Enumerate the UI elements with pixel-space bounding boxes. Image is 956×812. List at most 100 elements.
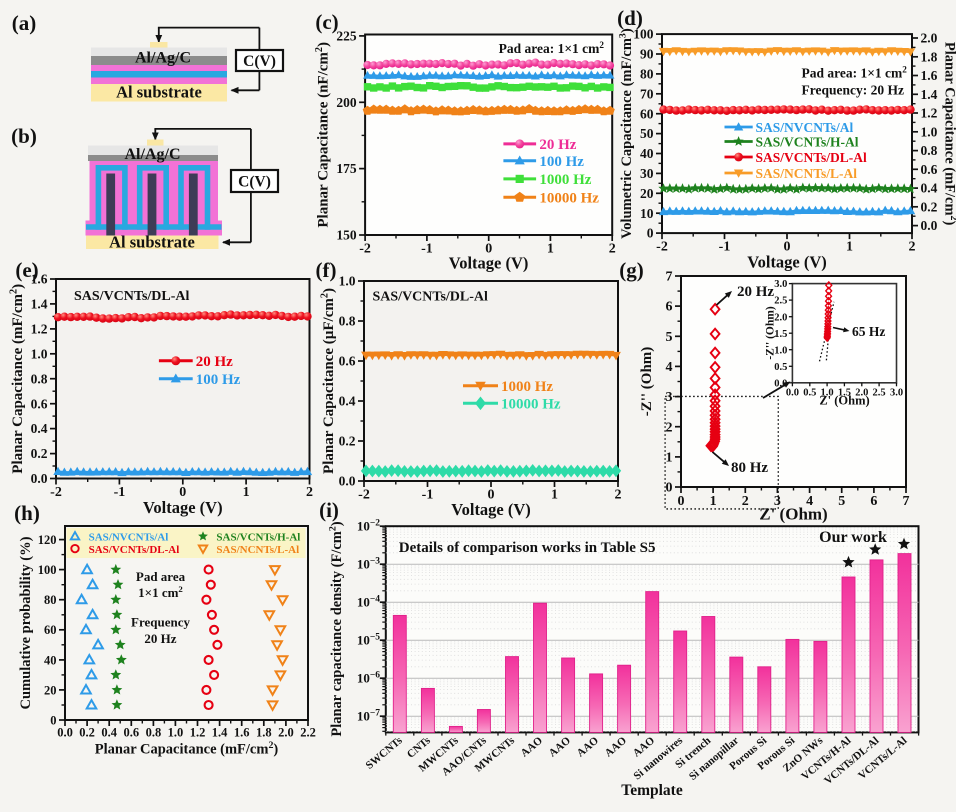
svg-text:2.5: 2.5: [873, 387, 886, 398]
svg-text:1.0: 1.0: [339, 274, 356, 289]
svg-text:0.8: 0.8: [921, 143, 938, 158]
svg-text:60: 60: [640, 106, 654, 121]
svg-text:(c): (c): [315, 10, 338, 34]
svg-text:3.0: 3.0: [774, 279, 787, 290]
svg-text:0: 0: [50, 713, 56, 727]
svg-text:2: 2: [306, 485, 313, 500]
svg-text:1: 1: [547, 242, 554, 257]
svg-text:Pad area: 1×1 cm2: Pad area: 1×1 cm2: [802, 64, 908, 80]
svg-text:SAS/NVCNTs/Al: SAS/NVCNTs/Al: [89, 532, 169, 544]
svg-text:0.6: 0.6: [123, 726, 139, 740]
svg-text:-2: -2: [656, 240, 668, 255]
svg-text:2: 2: [666, 420, 673, 435]
svg-text:Planar Capacitance (µF/cm2): Planar Capacitance (µF/cm2): [319, 288, 337, 474]
svg-text:0.0: 0.0: [774, 378, 787, 389]
svg-text:Al substrate: Al substrate: [109, 233, 195, 252]
svg-text:0.5: 0.5: [774, 362, 787, 373]
svg-text:2.0: 2.0: [278, 726, 294, 740]
svg-text:1: 1: [710, 494, 717, 509]
svg-text:Al/Ag/C: Al/Ag/C: [135, 50, 191, 67]
svg-text:80 Hz: 80 Hz: [731, 460, 768, 476]
svg-text:2: 2: [909, 240, 916, 255]
svg-text:1.6: 1.6: [921, 68, 938, 83]
svg-text:100: 100: [633, 27, 654, 42]
svg-text:0.6: 0.6: [339, 354, 356, 369]
svg-text:70: 70: [640, 86, 654, 101]
svg-text:1.0: 1.0: [921, 124, 938, 139]
svg-text:1.8: 1.8: [921, 49, 938, 64]
svg-text:-2: -2: [50, 485, 62, 500]
svg-text:7: 7: [666, 270, 673, 285]
svg-text:Z' (Ohm): Z' (Ohm): [819, 394, 869, 408]
svg-text:Planar Capacitance (mF/cm2): Planar Capacitance (mF/cm2): [8, 284, 26, 474]
svg-text:175: 175: [336, 161, 357, 176]
svg-text:0.4: 0.4: [101, 726, 117, 740]
svg-text:Frequency: 20 Hz: Frequency: 20 Hz: [802, 83, 904, 98]
svg-text:1.4: 1.4: [921, 87, 938, 102]
svg-text:Voltage (V): Voltage (V): [747, 253, 827, 272]
svg-text:5: 5: [666, 330, 673, 345]
svg-text:SAS/VCNTs/H-Al: SAS/VCNTs/H-Al: [216, 532, 300, 544]
svg-text:Frequency: Frequency: [131, 615, 190, 630]
svg-text:150: 150: [336, 228, 357, 243]
svg-text:65 Hz: 65 Hz: [852, 324, 885, 339]
svg-text:90: 90: [640, 47, 654, 62]
svg-text:SAS/VCNTs/H-Al: SAS/VCNTs/H-Al: [756, 134, 859, 149]
svg-text:0.4: 0.4: [921, 181, 938, 196]
svg-text:1.0: 1.0: [31, 346, 48, 361]
svg-text:Pad area: Pad area: [136, 569, 186, 584]
svg-text:-2: -2: [358, 488, 370, 503]
svg-text:120: 120: [38, 533, 57, 547]
svg-text:Details of comparison works in: Details of comparison works in Table S5: [399, 540, 656, 556]
svg-text:-1: -1: [421, 242, 433, 257]
svg-text:Template: Template: [621, 782, 683, 799]
svg-text:1.2: 1.2: [921, 106, 938, 121]
svg-text:2.0: 2.0: [921, 31, 938, 46]
svg-text:C(V): C(V): [238, 174, 271, 191]
svg-text:-Z'' (Ohm): -Z'' (Ohm): [639, 347, 655, 417]
svg-text:-1: -1: [114, 485, 126, 500]
svg-text:0.8: 0.8: [339, 314, 356, 329]
svg-text:Pad area: 1×1 cm2: Pad area: 1×1 cm2: [499, 40, 605, 56]
svg-text:10000 Hz: 10000 Hz: [539, 191, 599, 207]
svg-text:7: 7: [903, 494, 910, 509]
svg-text:(g): (g): [619, 258, 644, 282]
svg-text:100 Hz: 100 Hz: [539, 154, 584, 170]
svg-text:0.8: 0.8: [146, 726, 162, 740]
svg-text:225: 225: [336, 29, 357, 44]
svg-text:60: 60: [44, 623, 57, 637]
svg-text:20: 20: [44, 683, 57, 697]
svg-text:0: 0: [678, 494, 685, 509]
svg-text:1: 1: [666, 451, 673, 466]
svg-text:1: 1: [846, 240, 853, 255]
svg-text:50: 50: [640, 126, 654, 141]
svg-text:0.4: 0.4: [339, 394, 356, 409]
svg-text:1.2: 1.2: [190, 726, 206, 740]
svg-text:Voltage (V): Voltage (V): [449, 254, 529, 273]
svg-text:-2: -2: [359, 242, 371, 257]
svg-text:0.5: 0.5: [803, 387, 816, 398]
svg-text:-1: -1: [422, 488, 434, 503]
svg-text:1: 1: [243, 485, 250, 500]
svg-text:10: 10: [640, 206, 654, 221]
svg-text:-Z'' (Ohm): -Z'' (Ohm): [765, 306, 777, 360]
svg-text:10000 Hz: 10000 Hz: [501, 397, 561, 413]
svg-text:100: 100: [38, 563, 57, 577]
svg-text:20 Hz: 20 Hz: [196, 354, 233, 370]
svg-text:0.6: 0.6: [31, 396, 48, 411]
svg-text:Volumetric Capacitance (mF/cm3: Volumetric Capacitance (mF/cm3): [618, 28, 636, 239]
svg-text:1.2: 1.2: [31, 322, 48, 337]
svg-text:0.4: 0.4: [31, 421, 48, 436]
svg-text:Voltage (V): Voltage (V): [143, 498, 223, 517]
svg-text:Voltage (V): Voltage (V): [451, 500, 531, 519]
svg-text:0.0: 0.0: [339, 474, 356, 489]
svg-text:1000 Hz: 1000 Hz: [539, 172, 591, 188]
svg-text:Z' (Ohm): Z' (Ohm): [759, 505, 827, 524]
svg-text:Planar capacitance density (F/: Planar capacitance density (F/cm2): [328, 521, 346, 736]
svg-text:100 Hz: 100 Hz: [196, 372, 241, 388]
svg-text:6: 6: [666, 300, 673, 315]
svg-text:Al/Ag/C: Al/Ag/C: [125, 146, 181, 163]
svg-text:0.0: 0.0: [921, 218, 938, 233]
svg-text:1000 Hz: 1000 Hz: [501, 379, 553, 395]
svg-text:20 Hz: 20 Hz: [144, 631, 176, 646]
